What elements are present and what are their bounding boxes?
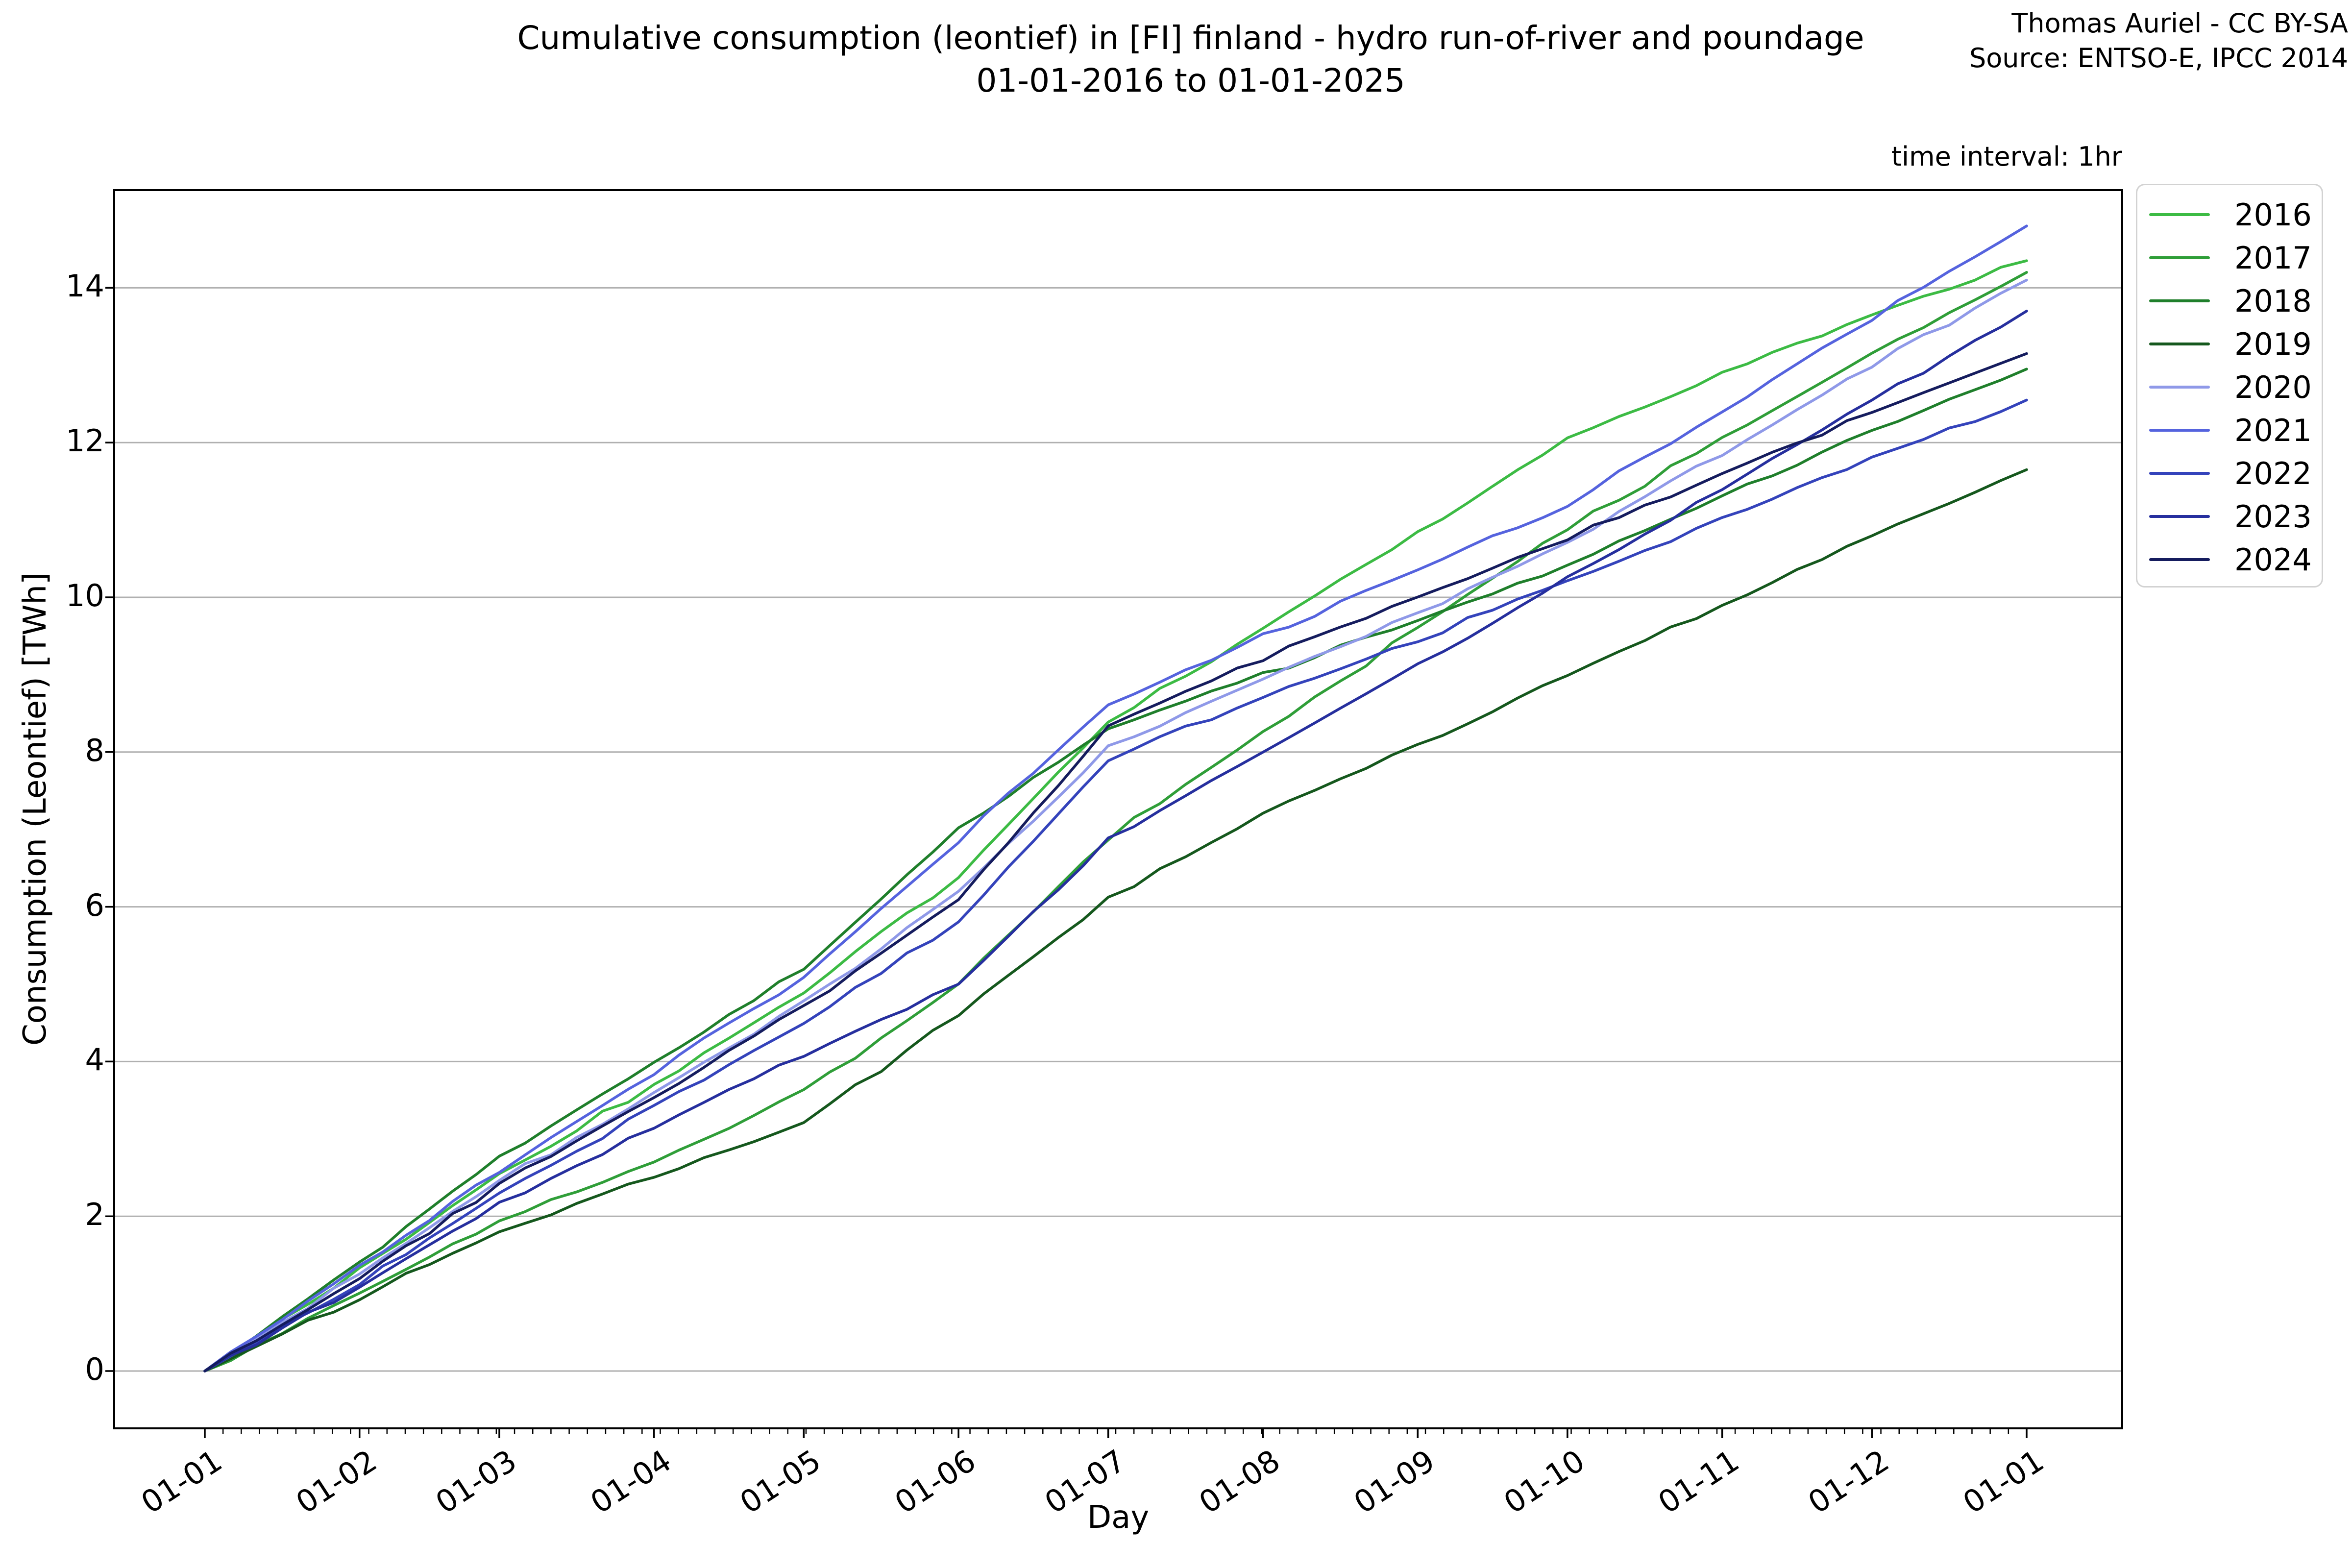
- legend-label-2017: 2017: [2234, 240, 2312, 276]
- series-line-2017: [203, 271, 2028, 1372]
- series-line-2022: [203, 398, 2028, 1372]
- legend-line-sample-2021: [2149, 429, 2210, 432]
- plot-border: [113, 189, 2123, 1429]
- legend-item-2019: 2019: [2137, 322, 2322, 366]
- legend-item-2018: 2018: [2137, 279, 2322, 322]
- series-line-2018: [203, 368, 2028, 1372]
- legend: 2016 2017 2018 2019 2020 2021 2022 2023 2024: [2136, 184, 2323, 588]
- x-axis-label: Day: [1087, 1499, 1150, 1536]
- legend-line-sample-2023: [2149, 515, 2210, 518]
- chart-title-line1: Cumulative consumption (leontief) in [FI…: [517, 19, 1864, 57]
- legend-label-2022: 2022: [2234, 455, 2312, 491]
- legend-label-2021: 2021: [2234, 412, 2312, 448]
- y-tick-label-14: 14: [66, 268, 104, 304]
- series-line-2020: [203, 278, 2028, 1372]
- y-tick-label-2: 2: [85, 1197, 104, 1233]
- series-line-2023: [203, 310, 2028, 1372]
- legend-line-sample-2016: [2149, 213, 2210, 216]
- chart-title-line2: 01-01-2016 to 01-01-2025: [976, 62, 1405, 100]
- legend-item-2016: 2016: [2137, 193, 2322, 236]
- legend-item-2024: 2024: [2137, 538, 2322, 581]
- legend-item-2021: 2021: [2137, 409, 2322, 452]
- y-tick-label-8: 8: [85, 732, 104, 768]
- y-tick-label-6: 6: [85, 887, 104, 923]
- series-line-2024: [203, 352, 2028, 1372]
- legend-label-2016: 2016: [2234, 196, 2312, 233]
- legend-label-2019: 2019: [2234, 326, 2312, 362]
- legend-item-2023: 2023: [2137, 495, 2322, 538]
- y-tick-label-0: 0: [85, 1351, 104, 1387]
- y-tick-label-4: 4: [85, 1042, 104, 1078]
- legend-line-sample-2022: [2149, 472, 2210, 475]
- y-axis-label: Consumption (Leontief) [TWh]: [17, 572, 53, 1046]
- legend-line-sample-2017: [2149, 256, 2210, 259]
- y-tick-label-12: 12: [66, 423, 104, 459]
- y-tick-label-10: 10: [66, 578, 104, 613]
- legend-line-sample-2018: [2149, 299, 2210, 302]
- legend-item-2020: 2020: [2137, 366, 2322, 409]
- legend-line-sample-2024: [2149, 558, 2210, 561]
- credit-source: Source: ENTSO-E, IPCC 2014: [1969, 43, 2348, 74]
- legend-label-2020: 2020: [2234, 369, 2312, 405]
- time-interval-note: time interval: 1hr: [1891, 141, 2122, 172]
- legend-line-sample-2020: [2149, 386, 2210, 389]
- legend-label-2018: 2018: [2234, 283, 2312, 319]
- chart-title: Cumulative consumption (leontief) in [FI…: [29, 17, 2352, 102]
- legend-label-2024: 2024: [2234, 541, 2312, 578]
- legend-line-sample-2019: [2149, 343, 2210, 345]
- series-line-2019: [203, 468, 2028, 1372]
- legend-item-2022: 2022: [2137, 452, 2322, 495]
- credit-block: Thomas Auriel - CC BY-SA Source: ENTSO-E…: [1969, 6, 2348, 76]
- series-line-2021: [203, 224, 2028, 1372]
- series-line-2016: [203, 259, 2028, 1372]
- legend-label-2023: 2023: [2234, 498, 2312, 535]
- legend-item-2017: 2017: [2137, 236, 2322, 279]
- credit-author: Thomas Auriel - CC BY-SA: [2011, 8, 2348, 39]
